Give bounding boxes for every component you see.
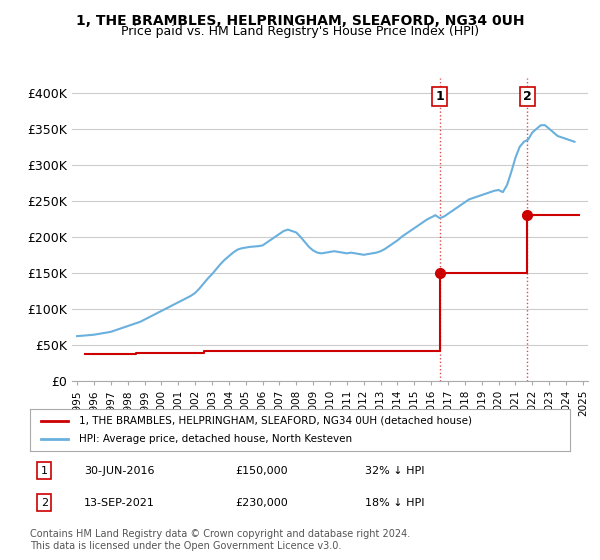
Text: 1: 1 (41, 465, 48, 475)
Text: £230,000: £230,000 (235, 498, 288, 508)
Text: Price paid vs. HM Land Registry's House Price Index (HPI): Price paid vs. HM Land Registry's House … (121, 25, 479, 38)
Text: 2: 2 (523, 90, 532, 103)
Text: 1: 1 (435, 90, 444, 103)
Text: 32% ↓ HPI: 32% ↓ HPI (365, 465, 424, 475)
Text: HPI: Average price, detached house, North Kesteven: HPI: Average price, detached house, Nort… (79, 434, 352, 444)
Text: Contains HM Land Registry data © Crown copyright and database right 2024.
This d: Contains HM Land Registry data © Crown c… (30, 529, 410, 551)
Text: 18% ↓ HPI: 18% ↓ HPI (365, 498, 424, 508)
Text: £150,000: £150,000 (235, 465, 288, 475)
Text: 30-JUN-2016: 30-JUN-2016 (84, 465, 155, 475)
Text: 13-SEP-2021: 13-SEP-2021 (84, 498, 155, 508)
Text: 1, THE BRAMBLES, HELPRINGHAM, SLEAFORD, NG34 0UH (detached house): 1, THE BRAMBLES, HELPRINGHAM, SLEAFORD, … (79, 416, 472, 426)
Text: 1, THE BRAMBLES, HELPRINGHAM, SLEAFORD, NG34 0UH: 1, THE BRAMBLES, HELPRINGHAM, SLEAFORD, … (76, 14, 524, 28)
Text: 2: 2 (41, 498, 48, 508)
